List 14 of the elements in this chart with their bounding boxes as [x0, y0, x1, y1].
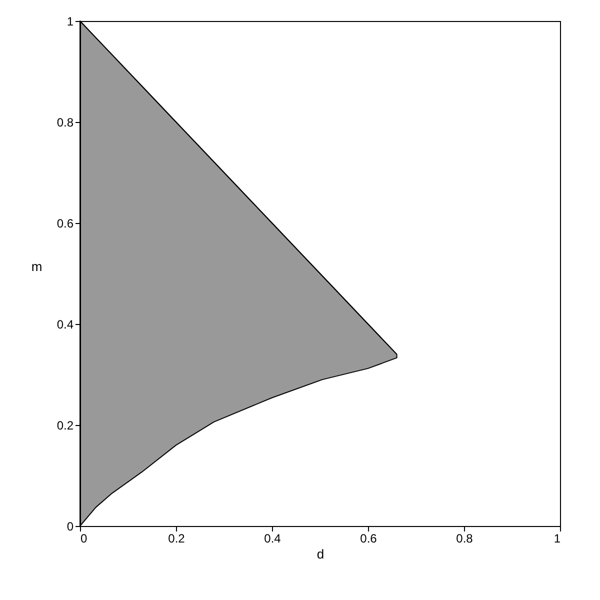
y-tick-label: 0.6: [56, 216, 74, 230]
x-tick-label: 0: [80, 532, 88, 546]
x-tick-label: 0.8: [456, 532, 474, 546]
x-axis-title: d: [316, 546, 324, 562]
x-tick-label: 0.6: [360, 532, 378, 546]
x-tick-label: 0.2: [168, 532, 186, 546]
y-tick-label: 0: [66, 520, 74, 534]
y-tick-label: 1: [66, 14, 74, 28]
x-tick-label: 1: [554, 532, 561, 546]
x-tick-label: 0.4: [264, 532, 282, 546]
y-tick-label: 0.2: [56, 418, 74, 432]
y-tick-label: 0.4: [56, 318, 74, 332]
y-tick-label: 0.8: [56, 116, 74, 130]
y-axis-title: m: [31, 259, 42, 274]
